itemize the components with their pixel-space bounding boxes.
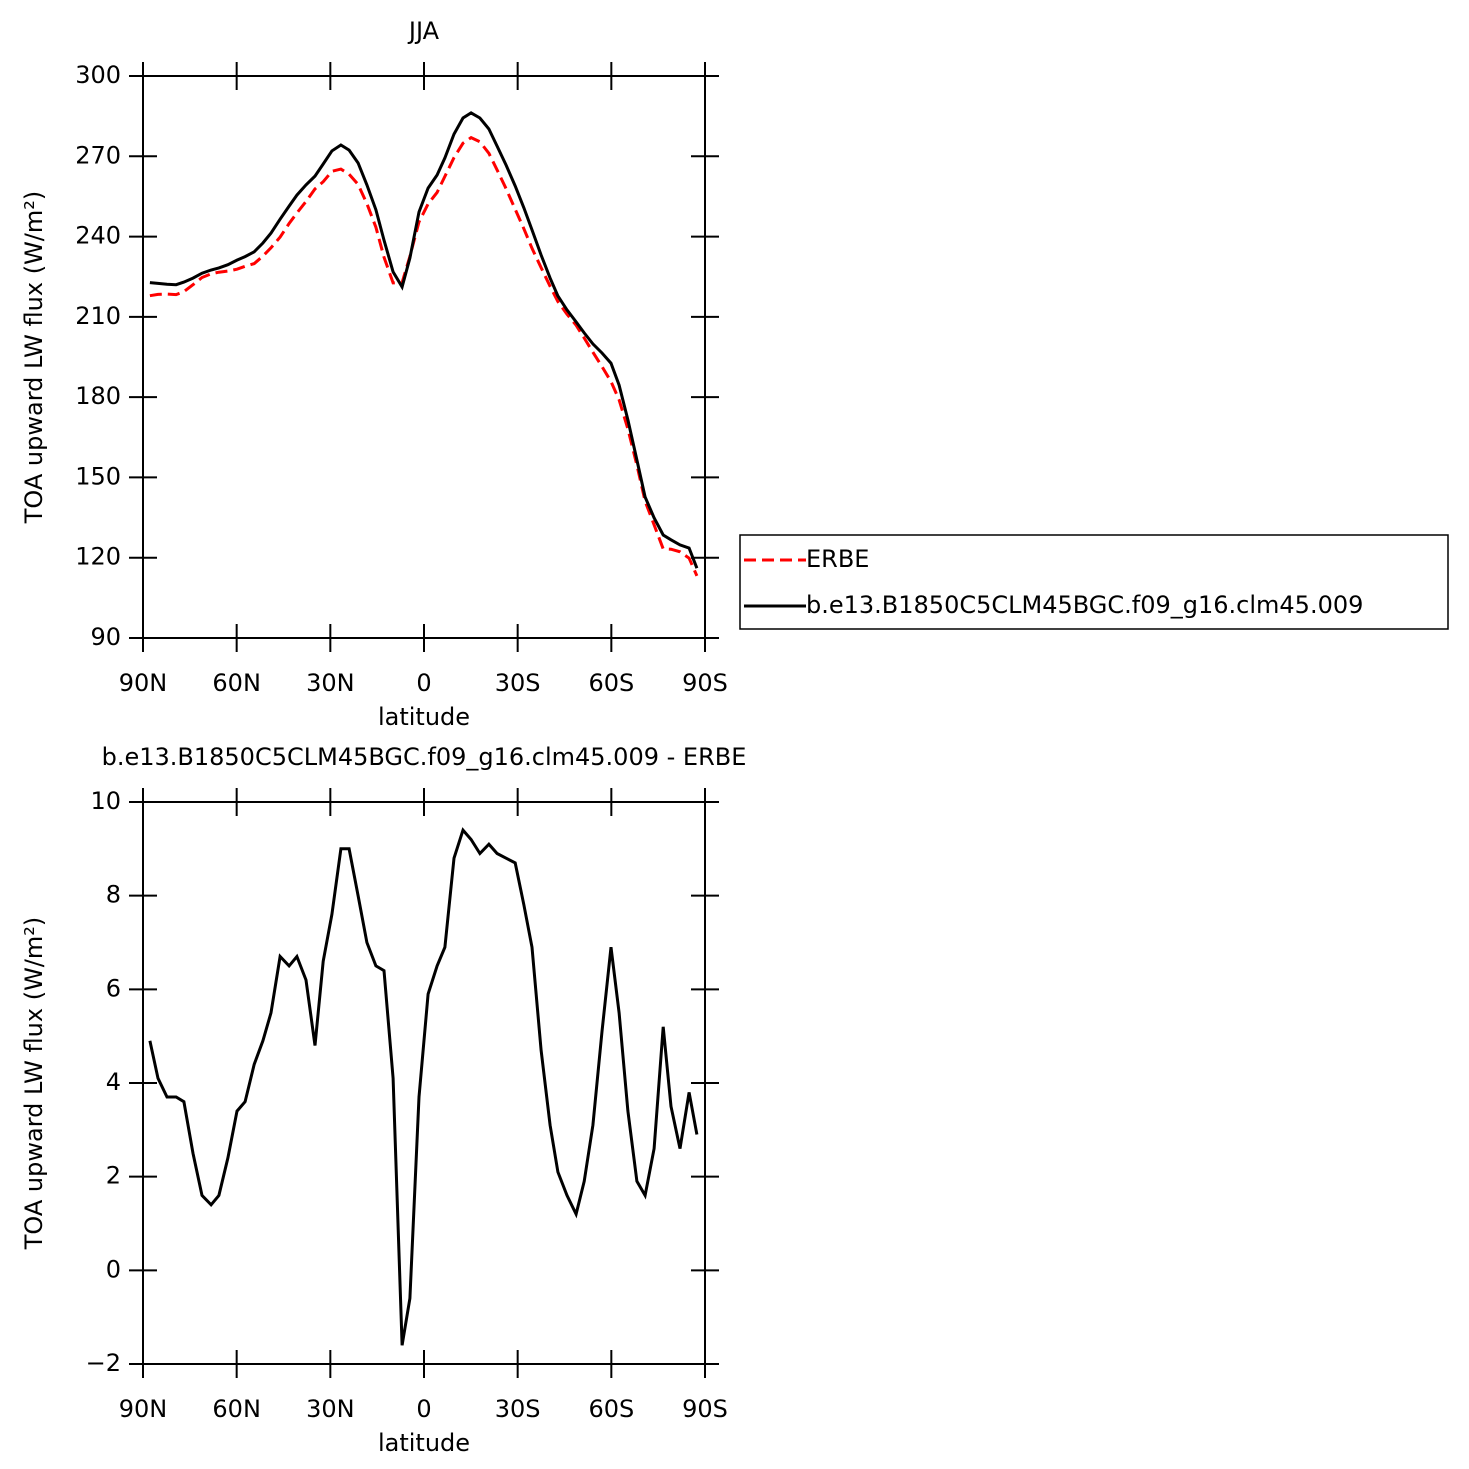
x-tick-label: 90S xyxy=(682,1395,728,1423)
y-tick-label: 2 xyxy=(106,1162,121,1190)
data-line xyxy=(149,111,699,569)
x-tick-label: 90N xyxy=(119,669,168,697)
chart-title: b.e13.B1850C5CLM45BGC.f09_g16.clm45.009 … xyxy=(102,743,747,771)
x-tick-label: 0 xyxy=(416,669,431,697)
y-axis-label: TOA upward LW flux (W/m²) xyxy=(20,191,48,525)
data-line xyxy=(148,827,699,1346)
x-tick-label: 30N xyxy=(306,669,355,697)
y-tick-label: 10 xyxy=(90,787,121,815)
y-tick-label: 180 xyxy=(75,382,121,410)
x-tick-label: 30S xyxy=(495,669,541,697)
legend-label: ERBE xyxy=(806,545,869,573)
x-tick-label: 30S xyxy=(495,1395,541,1423)
chart-title: JJA xyxy=(407,17,440,45)
plot-frame xyxy=(142,801,706,1365)
y-tick-label: 210 xyxy=(75,302,121,330)
x-axis-label: latitude xyxy=(378,703,470,731)
y-tick-label: 150 xyxy=(75,462,121,490)
legend-label: b.e13.B1850C5CLM45BGC.f09_g16.clm45.009 xyxy=(806,591,1363,619)
y-tick-label: 4 xyxy=(106,1068,121,1096)
y-tick-label: 300 xyxy=(75,61,121,89)
data-line xyxy=(149,135,699,577)
x-tick-label: 90S xyxy=(682,669,728,697)
x-tick-label: 60S xyxy=(588,669,634,697)
x-tick-label: 60N xyxy=(212,669,261,697)
x-tick-label: 60S xyxy=(588,1395,634,1423)
x-tick-label: 30N xyxy=(306,1395,355,1423)
plot-frame xyxy=(142,75,706,639)
y-tick-label: 0 xyxy=(106,1255,121,1283)
y-tick-label: 8 xyxy=(106,881,121,909)
x-tick-label: 0 xyxy=(416,1395,431,1423)
y-tick-label: 120 xyxy=(75,543,121,571)
y-tick-label: 90 xyxy=(90,623,121,651)
legend-box xyxy=(739,534,1449,630)
x-tick-label: 90N xyxy=(119,1395,168,1423)
y-tick-label: 6 xyxy=(106,974,121,1002)
y-axis-label: TOA upward LW flux (W/m²) xyxy=(20,917,48,1251)
x-axis-label: latitude xyxy=(378,1429,470,1457)
y-tick-label: 270 xyxy=(75,141,121,169)
x-tick-label: 60N xyxy=(212,1395,261,1423)
y-tick-label: −2 xyxy=(86,1349,121,1377)
y-tick-label: 240 xyxy=(75,222,121,250)
